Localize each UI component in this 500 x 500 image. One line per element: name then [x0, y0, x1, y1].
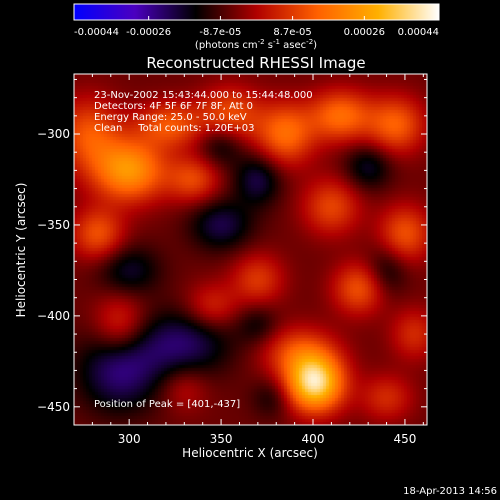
y-tick-label: −450: [37, 400, 70, 414]
colorbar-tick-label: 0.00026: [344, 27, 385, 38]
x-tick-label: 400: [302, 432, 325, 446]
colorbar-gradient: [74, 4, 439, 20]
y-axis-label: Heliocentric Y (arcsec): [14, 183, 28, 318]
chart-title: Reconstructed RHESSI Image: [146, 54, 365, 72]
colorbar-tick-label: -0.00026: [126, 27, 171, 38]
y-tick-label: −350: [37, 218, 70, 232]
annotation-counts: Clean Total counts: 1.20E+03: [94, 123, 254, 134]
y-tick-label: −300: [37, 127, 70, 141]
colorbar-ticks: -0.00044 -0.00026 -8.7e-05 8.7e-05 0.00026 0.…: [73, 16, 440, 38]
y-tick-label: −400: [37, 309, 70, 323]
colorbar-unit-label: (photons cm-2 s-1 asec-2): [195, 38, 317, 51]
colorbar: -0.00044 -0.00026 -8.7e-05 8.7e-05 0.00026 0.…: [73, 3, 440, 51]
heatmap-image-holder: [74, 74, 427, 425]
peak-position-label: Position of Peak = [401,-437]: [94, 399, 240, 410]
annotation-detectors: Detectors: 4F 5F 6F 7F 8F, Att 0: [94, 101, 253, 112]
observation-annotations: 23-Nov-2002 15:43:44.000 to 15:44:48.000…: [94, 90, 313, 134]
colorbar-tick-label: 8.7e-05: [273, 27, 311, 38]
x-axis-ticks: 300 350 400 450: [91, 74, 424, 446]
x-tick-label: 300: [118, 432, 141, 446]
x-axis-label: Heliocentric X (arcsec): [182, 446, 318, 460]
colorbar-frame: [73, 3, 440, 21]
annotation-energy-range: Energy Range: 25.0 - 50.0 keV: [94, 112, 247, 123]
colorbar-tick-label: -0.00044: [74, 27, 119, 38]
annotation-time-range: 23-Nov-2002 15:43:44.000 to 15:44:48.000: [94, 90, 313, 101]
x-tick-label: 350: [210, 432, 233, 446]
plot-frame: [73, 73, 428, 426]
y-axis-ticks: −300 −350 −400 −450: [37, 78, 427, 426]
render-timestamp: 18-Apr-2013 14:56: [403, 486, 497, 497]
colorbar-tick-label: -8.7e-05: [199, 27, 241, 38]
heatmap-image: [74, 74, 427, 425]
colorbar-tick-label: 0.00044: [398, 27, 439, 38]
x-tick-label: 450: [393, 432, 416, 446]
